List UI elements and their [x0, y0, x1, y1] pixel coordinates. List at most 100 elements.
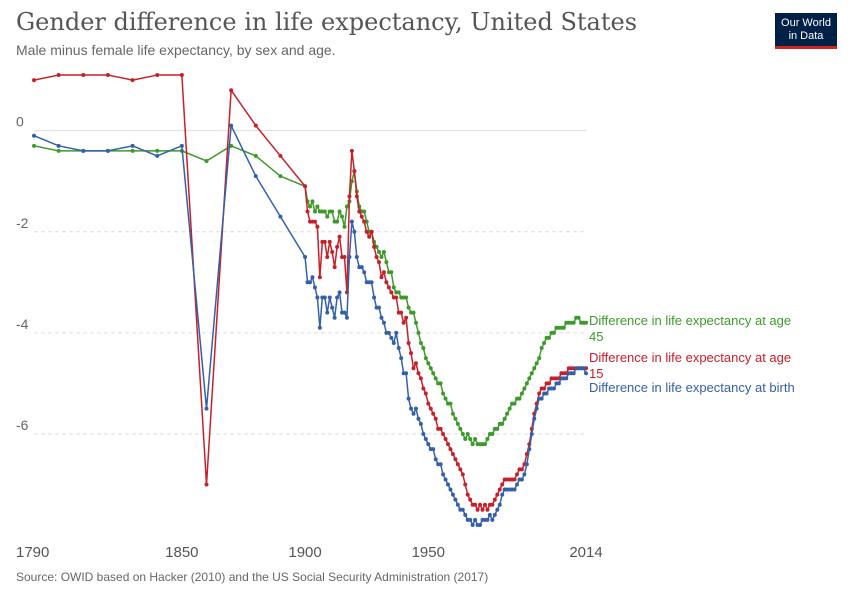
data-point — [448, 447, 453, 452]
data-point — [32, 133, 36, 138]
series-label: Difference in life expectancy at age — [589, 350, 791, 365]
data-point — [278, 214, 283, 219]
data-point — [426, 401, 431, 406]
data-point — [322, 295, 327, 300]
data-point — [327, 239, 332, 244]
data-point — [352, 229, 357, 234]
data-point — [399, 356, 404, 361]
data-point — [497, 487, 502, 492]
data-point — [465, 431, 470, 436]
data-point — [534, 406, 539, 411]
data-point — [431, 371, 436, 376]
data-point — [433, 457, 438, 462]
data-point — [517, 396, 522, 401]
data-point — [337, 209, 342, 214]
data-point — [532, 366, 537, 371]
data-point — [426, 361, 431, 366]
data-point — [364, 229, 369, 234]
data-point — [524, 462, 529, 467]
data-point — [32, 143, 36, 148]
data-point — [522, 472, 527, 477]
data-point — [475, 507, 480, 512]
data-point — [547, 335, 552, 340]
data-point — [473, 517, 478, 522]
y-tick-label: -6 — [16, 417, 29, 433]
data-point — [482, 502, 487, 507]
data-point — [330, 305, 335, 310]
data-point — [362, 270, 367, 275]
data-point — [179, 143, 184, 148]
data-point — [428, 366, 433, 371]
data-point — [379, 275, 384, 280]
data-point — [81, 73, 86, 78]
series-label: Difference in life expectancy at age — [589, 313, 791, 328]
data-point — [490, 517, 495, 522]
data-point — [404, 315, 409, 320]
data-point — [394, 295, 399, 300]
data-point — [418, 421, 423, 426]
data-point — [441, 391, 446, 396]
y-tick-label: 0 — [16, 114, 24, 130]
data-point — [478, 522, 483, 527]
data-point — [512, 477, 517, 482]
data-point — [537, 356, 542, 361]
data-point — [522, 386, 527, 391]
data-point — [310, 275, 315, 280]
data-point — [369, 229, 374, 234]
data-point — [584, 371, 588, 376]
data-point — [416, 416, 421, 421]
data-point — [551, 386, 556, 391]
series-label: Difference in life expectancy at birth — [589, 380, 795, 395]
data-point — [458, 426, 463, 431]
data-point — [229, 88, 234, 93]
data-point — [396, 346, 401, 351]
series-line — [33, 145, 586, 445]
data-point — [455, 462, 460, 467]
x-tick-label: 1900 — [288, 544, 321, 561]
data-point — [460, 472, 465, 477]
data-point — [179, 73, 184, 78]
data-point — [315, 204, 320, 209]
data-point — [453, 457, 458, 462]
data-point — [426, 442, 431, 447]
data-point — [463, 482, 468, 487]
data-point — [253, 123, 258, 128]
data-point — [534, 361, 539, 366]
data-point — [404, 371, 409, 376]
data-point — [463, 512, 468, 517]
data-point — [529, 431, 534, 436]
data-point — [310, 199, 315, 204]
data-point — [305, 209, 310, 214]
data-point — [374, 255, 379, 260]
data-point — [384, 260, 389, 265]
data-point — [500, 482, 505, 487]
data-point — [433, 376, 438, 381]
data-point — [406, 340, 411, 345]
data-point — [465, 492, 470, 497]
chart-subtitle: Male minus female life expectancy, by se… — [16, 42, 336, 58]
data-point — [478, 502, 483, 507]
data-point — [542, 340, 547, 345]
data-point — [416, 330, 421, 335]
data-point — [448, 487, 453, 492]
data-point — [312, 219, 317, 224]
owid-logo[interactable]: Our World in Data — [775, 13, 837, 49]
data-point — [473, 437, 478, 442]
data-point — [204, 482, 209, 487]
data-point — [105, 73, 110, 78]
data-point — [204, 406, 209, 411]
data-point — [455, 502, 460, 507]
data-point — [441, 472, 446, 477]
data-point — [32, 78, 36, 83]
data-point — [372, 295, 377, 300]
data-point — [532, 416, 537, 421]
y-tick-label: -4 — [16, 316, 29, 332]
data-point — [349, 219, 354, 224]
data-point — [584, 320, 588, 325]
data-point — [337, 290, 342, 295]
data-point — [404, 295, 409, 300]
data-point — [308, 204, 312, 209]
data-point — [411, 310, 416, 315]
data-point — [335, 219, 340, 224]
data-point — [512, 401, 517, 406]
